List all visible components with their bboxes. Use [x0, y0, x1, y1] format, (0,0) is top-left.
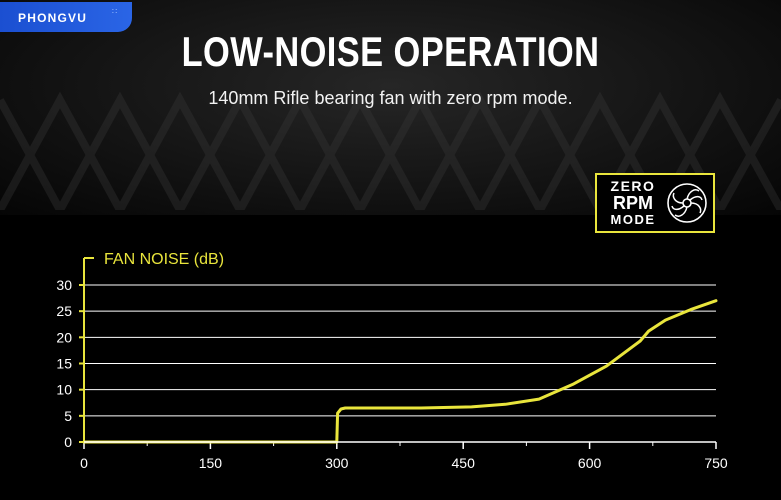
brand-name: PHONGVU — [18, 11, 88, 25]
y-tick-label-5: 5 — [64, 408, 72, 424]
y-tick-label-20: 20 — [56, 329, 72, 345]
chart-title: FAN NOISE (dB) — [104, 251, 224, 268]
y-tick-label-25: 25 — [56, 303, 72, 319]
y-tick-label-30: 30 — [56, 277, 72, 293]
badge-line-1: ZERO — [610, 178, 656, 194]
brand-logo[interactable]: PHONGVU ∷ — [0, 2, 132, 32]
x-tick-label-750: 750 — [704, 455, 728, 471]
page-subtitle: 140mm Rifle bearing fan with zero rpm mo… — [208, 88, 573, 108]
x-tick-label-300: 300 — [325, 455, 349, 471]
x-tick-label-600: 600 — [578, 455, 602, 471]
y-tick-label-15: 15 — [56, 356, 72, 372]
zero-rpm-badge: ZERO RPM MODE — [595, 173, 715, 233]
series-line-fan-noise — [82, 299, 718, 444]
chart-grid — [84, 284, 716, 417]
y-tick-label-0: 0 — [64, 434, 72, 450]
page-title: LOW-NOISE OPERATION — [181, 28, 600, 75]
badge-text: ZERO RPM MODE — [603, 178, 663, 228]
x-tick-label-0: 0 — [80, 455, 88, 471]
y-tick-label-10: 10 — [56, 382, 72, 398]
x-tick-label-150: 150 — [199, 455, 223, 471]
x-tick-label-450: 450 — [452, 455, 476, 471]
badge-line-3: MODE — [610, 212, 656, 227]
badge-line-2: RPM — [613, 193, 653, 213]
brand-dots-icon: ∷ — [112, 7, 118, 16]
fan-icon — [667, 183, 707, 223]
